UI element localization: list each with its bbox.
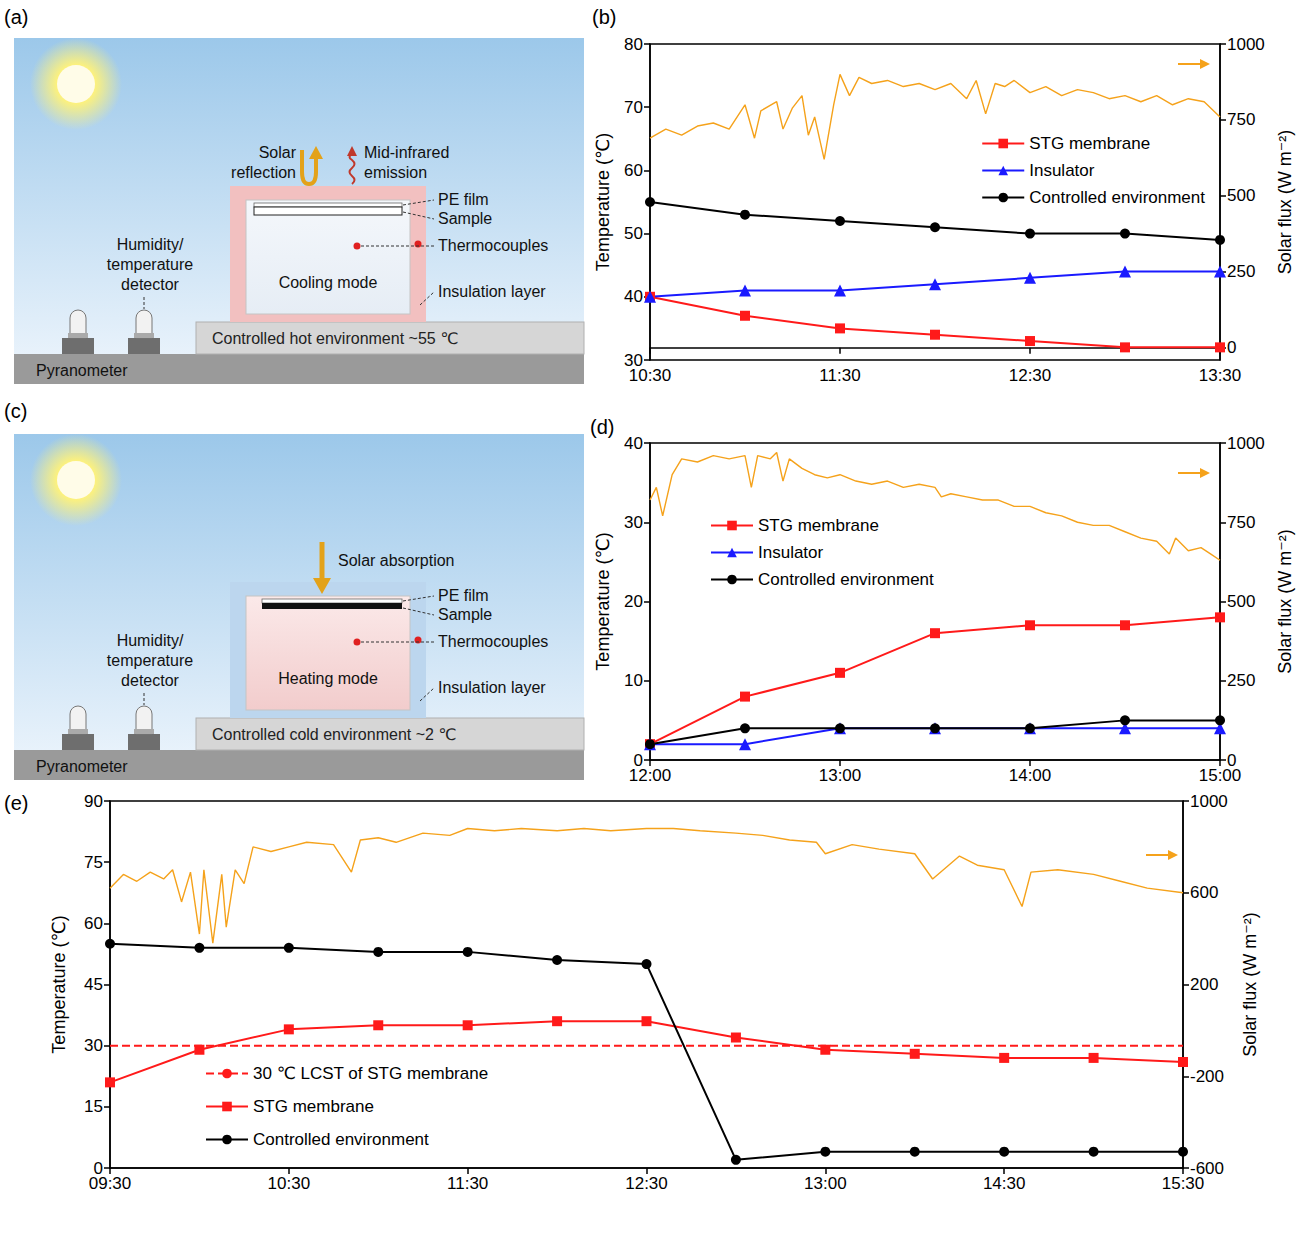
svg-text:Temperature (℃): Temperature (℃) [593, 532, 613, 670]
svg-text:80: 80 [624, 35, 643, 54]
svg-text:1000: 1000 [1190, 792, 1228, 811]
svg-text:Controlled hot environment ~55: Controlled hot environment ~55 ℃ [212, 330, 458, 347]
svg-text:10:30: 10:30 [268, 1174, 311, 1193]
svg-text:20: 20 [624, 592, 643, 611]
svg-text:Sample: Sample [438, 606, 492, 623]
svg-text:11:30: 11:30 [447, 1174, 488, 1193]
svg-text:0: 0 [633, 750, 643, 770]
svg-text:1000: 1000 [1227, 434, 1265, 453]
svg-text:600: 600 [1190, 883, 1218, 902]
svg-text:30: 30 [624, 513, 643, 532]
svg-text:12:00: 12:00 [629, 766, 672, 784]
svg-text:Insulator: Insulator [1029, 161, 1095, 180]
svg-text:13:00: 13:00 [804, 1174, 847, 1193]
html-text:(d): (d) [590, 416, 615, 438]
svg-text:15:30: 15:30 [1162, 1174, 1205, 1193]
svg-text:Insulation layer: Insulation layer [438, 283, 546, 300]
svg-text:30: 30 [624, 350, 643, 370]
svg-text:Mid-infraredemission: Mid-infraredemission [364, 144, 449, 181]
svg-text:Temperature (℃): Temperature (℃) [593, 133, 613, 271]
svg-text:75: 75 [84, 853, 103, 872]
svg-text:Pyranometer: Pyranometer [36, 758, 128, 775]
svg-text:45: 45 [84, 975, 103, 994]
svg-text:Thermocouples: Thermocouples [438, 237, 548, 254]
svg-text:PE film: PE film [438, 191, 489, 208]
svg-text:STG membrane: STG membrane [758, 516, 879, 535]
svg-text:Controlled environment: Controlled environment [253, 1130, 429, 1149]
svg-text:11:30: 11:30 [819, 366, 860, 385]
html-text:(a): (a) [4, 6, 29, 28]
svg-text:750: 750 [1227, 513, 1255, 532]
svg-text:40: 40 [624, 434, 643, 453]
svg-text:Controlled cold environment ~2: Controlled cold environment ~2 ℃ [212, 726, 456, 743]
svg-text:Solar flux (W m⁻²): Solar flux (W m⁻²) [1240, 912, 1260, 1057]
html-text:(c): (c) [4, 400, 28, 422]
svg-text:60: 60 [624, 161, 643, 180]
svg-text:0: 0 [1227, 338, 1236, 357]
svg-text:1000: 1000 [1227, 35, 1265, 54]
svg-text:13:00: 13:00 [819, 766, 862, 784]
svg-text:50: 50 [624, 224, 643, 243]
svg-text:PE film: PE film [438, 587, 489, 604]
svg-text:14:30: 14:30 [983, 1174, 1026, 1193]
svg-text:10: 10 [624, 671, 643, 690]
svg-text:40: 40 [624, 287, 643, 306]
svg-text:750: 750 [1227, 110, 1255, 129]
svg-text:12:30: 12:30 [625, 1174, 668, 1193]
svg-text:Insulation layer: Insulation layer [438, 679, 546, 696]
svg-text:30: 30 [84, 1036, 103, 1055]
svg-text:09:30: 09:30 [89, 1174, 132, 1193]
svg-text:Cooling mode: Cooling mode [279, 274, 378, 291]
svg-text:Insulator: Insulator [758, 543, 824, 562]
html-text:(e): (e) [4, 792, 29, 814]
svg-text:STG membrane: STG membrane [1029, 134, 1150, 153]
svg-text:Thermocouples: Thermocouples [438, 633, 548, 650]
svg-text:14:00: 14:00 [1009, 766, 1052, 784]
svg-text:0: 0 [93, 1158, 103, 1178]
svg-text:Solar flux (W m⁻²): Solar flux (W m⁻²) [1275, 130, 1295, 275]
svg-text:60: 60 [84, 914, 103, 933]
svg-text:200: 200 [1190, 975, 1218, 994]
svg-text:Temperature (℃): Temperature (℃) [49, 915, 69, 1053]
html-text:(b): (b) [592, 6, 617, 28]
svg-text:Pyranometer: Pyranometer [36, 362, 128, 379]
svg-text:Heating mode: Heating mode [278, 670, 378, 687]
svg-text:13:30: 13:30 [1199, 366, 1242, 385]
svg-text:250: 250 [1227, 671, 1255, 690]
svg-text:30 ℃ LCST of STG membrane: 30 ℃ LCST of STG membrane [253, 1064, 488, 1083]
svg-text:Solar absorption: Solar absorption [338, 552, 455, 569]
svg-text:Humidity/temperaturedetector: Humidity/temperaturedetector [107, 236, 193, 293]
svg-text:Controlled environment: Controlled environment [1029, 188, 1205, 207]
svg-text:Sample: Sample [438, 210, 492, 227]
svg-text:500: 500 [1227, 186, 1255, 205]
svg-text:Humidity/temperaturedetector: Humidity/temperaturedetector [107, 632, 193, 689]
svg-text:STG membrane: STG membrane [253, 1097, 374, 1116]
svg-text:Solarreflection: Solarreflection [231, 144, 297, 181]
svg-text:90: 90 [84, 792, 103, 811]
svg-text:-600: -600 [1190, 1158, 1224, 1178]
svg-text:15: 15 [84, 1097, 103, 1116]
svg-text:Solar flux (W m⁻²): Solar flux (W m⁻²) [1275, 529, 1295, 674]
svg-text:10:30: 10:30 [629, 366, 672, 385]
svg-text:500: 500 [1227, 592, 1255, 611]
svg-text:70: 70 [624, 98, 643, 117]
svg-text:Controlled environment: Controlled environment [758, 570, 934, 589]
svg-text:12:30: 12:30 [1009, 366, 1052, 385]
svg-text:-200: -200 [1190, 1067, 1224, 1086]
svg-text:15:00: 15:00 [1199, 766, 1242, 784]
svg-text:0: 0 [1227, 750, 1237, 770]
svg-text:250: 250 [1227, 262, 1255, 281]
